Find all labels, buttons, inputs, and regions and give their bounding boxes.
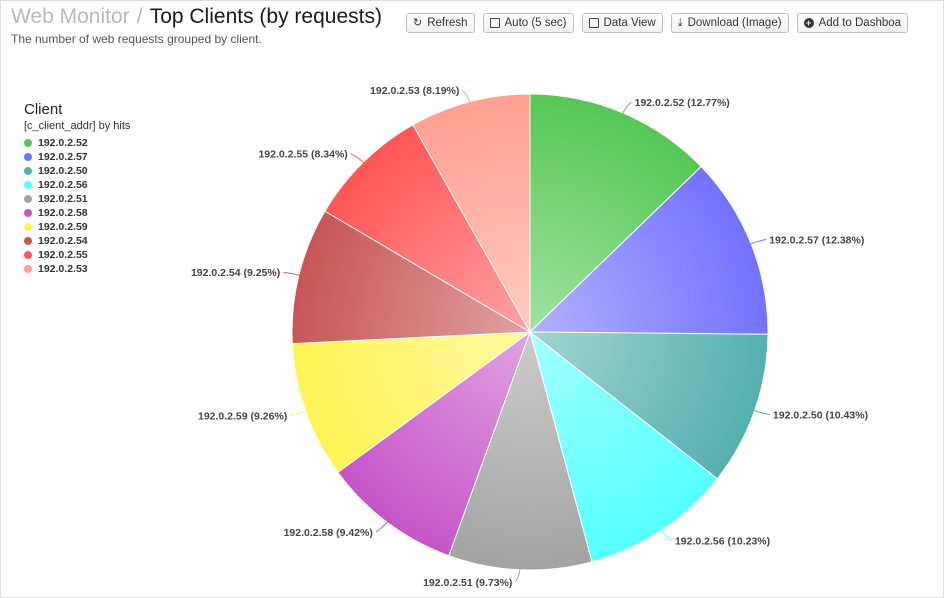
legend-label: 192.0.2.50 (38, 165, 88, 177)
slice-label: 192.0.2.59 (9.26%) (198, 410, 287, 422)
refresh-icon: ↻ (413, 16, 423, 29)
legend-swatch (24, 139, 32, 147)
legend-swatch (24, 195, 32, 203)
slice-label: 192.0.2.51 (9.73%) (423, 577, 512, 589)
add-to-dashboard-button[interactable]: + Add to Dashboa (796, 13, 909, 33)
checkbox-icon (588, 18, 599, 28)
refresh-label: Refresh (427, 17, 468, 29)
legend-swatch (24, 181, 32, 189)
download-label: Download (Image) (687, 17, 782, 29)
toolbar: ↻ Refresh Auto (5 sec) Data View ⤓ Downl… (406, 13, 909, 33)
legend-item[interactable]: 192.0.2.55 (24, 248, 130, 262)
data-view-label: Data View (603, 17, 656, 29)
legend-label: 192.0.2.56 (38, 179, 88, 191)
legend-item[interactable]: 192.0.2.54 (24, 234, 130, 248)
legend-title: Client (24, 101, 63, 118)
slice-connector (462, 89, 471, 103)
legend-label: 192.0.2.53 (38, 263, 88, 275)
slice-label: 192.0.2.58 (9.42%) (284, 527, 373, 539)
legend-label: 192.0.2.58 (38, 207, 88, 219)
legend-item[interactable]: 192.0.2.51 (24, 192, 130, 206)
data-view-toggle[interactable]: Data View (581, 13, 663, 33)
slice-label: 192.0.2.53 (8.19%) (370, 85, 459, 97)
legend-item[interactable]: 192.0.2.58 (24, 206, 130, 220)
slice-connector (622, 101, 632, 115)
refresh-button[interactable]: ↻ Refresh (406, 13, 475, 33)
legend-label: 192.0.2.51 (38, 193, 88, 205)
slice-label: 192.0.2.52 (12.77%) (635, 97, 730, 109)
legend-swatch (24, 265, 32, 273)
legend-swatch (24, 167, 32, 175)
slice-connector (753, 409, 771, 416)
plus-circle-icon: + (803, 18, 814, 28)
download-icon: ⤓ (677, 16, 683, 29)
legend-label: 192.0.2.59 (38, 221, 88, 233)
auto-refresh-label: Auto (5 sec) (504, 17, 567, 29)
legend-subtitle: [c_client_addr] by hits (24, 120, 131, 132)
legend-swatch (24, 153, 32, 161)
slice-label: 192.0.2.56 (10.23%) (675, 535, 770, 547)
slice-connector (375, 521, 389, 533)
slice-connector (749, 238, 767, 245)
page-title: Top Clients (by requests) (149, 5, 382, 28)
legend-item[interactable]: 192.0.2.50 (24, 164, 130, 178)
checkbox-icon (489, 18, 500, 28)
page-subtitle: The number of web requests grouped by cl… (11, 32, 262, 46)
legend-swatch (24, 237, 32, 245)
slice-connector (283, 271, 301, 276)
slice-label: 192.0.2.50 (10.43%) (773, 410, 868, 422)
legend-item[interactable]: 192.0.2.52 (24, 136, 130, 150)
breadcrumb-web-monitor[interactable]: Web Monitor (11, 5, 130, 28)
add-to-dashboard-label: Add to Dashboa (818, 17, 902, 29)
legend-swatch (24, 251, 32, 259)
page-header: Web Monitor / Top Clients (by requests) (11, 5, 382, 29)
legend-label: 192.0.2.57 (38, 151, 88, 163)
legend-items: 192.0.2.52 192.0.2.57 192.0.2.50 192.0.2.56… (24, 136, 130, 276)
legend-item[interactable]: 192.0.2.56 (24, 178, 130, 192)
legend-item[interactable]: 192.0.2.53 (24, 262, 130, 276)
slice-label: 192.0.2.57 (12.38%) (769, 234, 864, 246)
slice-connector (514, 568, 521, 583)
slice-label: 192.0.2.55 (8.34%) (258, 149, 347, 161)
slice-connector (350, 153, 365, 164)
legend-item[interactable]: 192.0.2.57 (24, 150, 130, 164)
slice-label: 192.0.2.54 (9.25%) (191, 267, 280, 279)
legend-label: 192.0.2.54 (38, 235, 88, 247)
legend-label: 192.0.2.52 (38, 137, 88, 149)
legend-item[interactable]: 192.0.2.59 (24, 220, 130, 234)
legend-swatch (24, 223, 32, 231)
auto-refresh-toggle[interactable]: Auto (5 sec) (482, 13, 574, 33)
download-image-button[interactable]: ⤓ Download (Image) (670, 13, 789, 33)
breadcrumb-separator: / (136, 5, 143, 28)
slice-connector (290, 410, 307, 416)
slice-connector (660, 529, 673, 541)
chart-legend: Client [c_client_addr] by hits 192.0.2.5… (24, 101, 130, 276)
legend-swatch (24, 209, 32, 217)
legend-label: 192.0.2.55 (38, 249, 88, 261)
